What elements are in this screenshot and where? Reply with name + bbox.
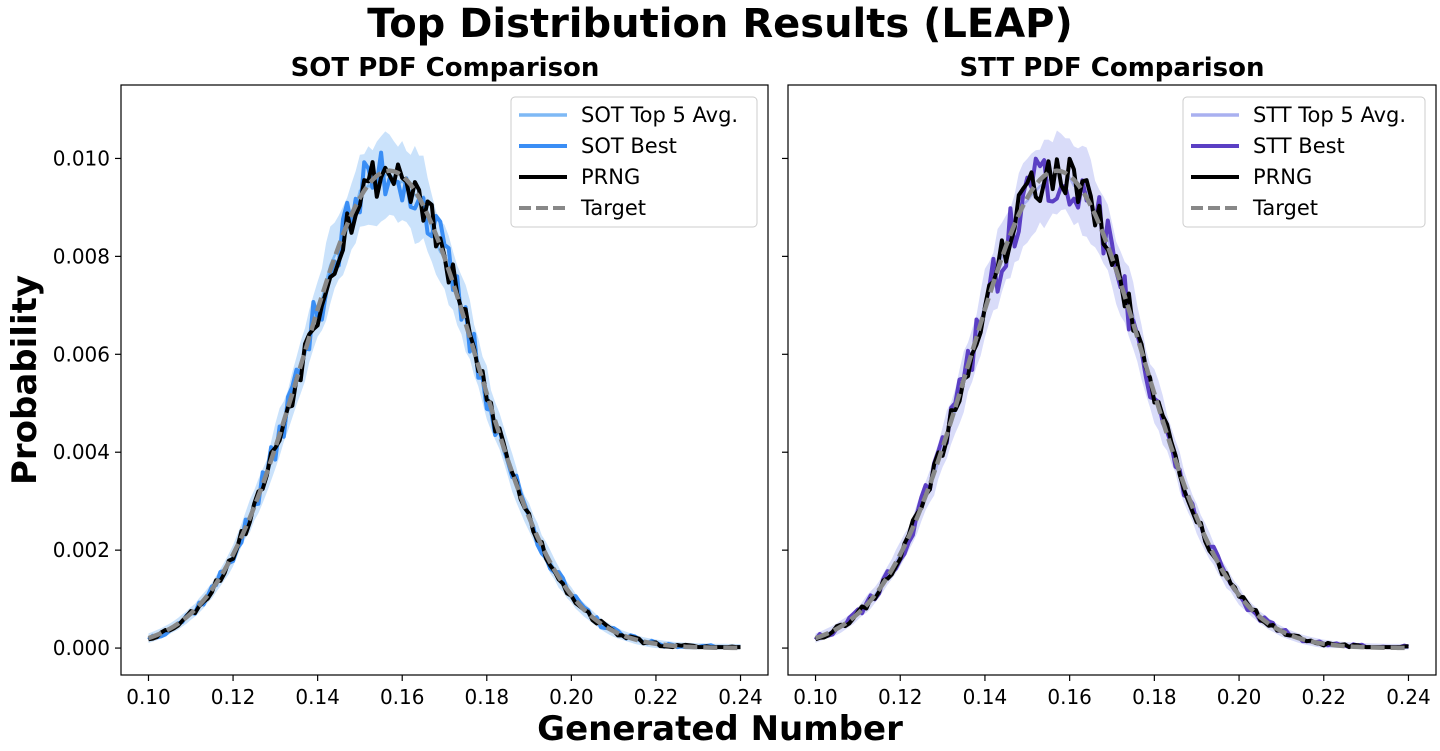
stt-legend-label: STT Top 5 Avg. (1253, 103, 1406, 127)
stt-x-tick-label: 0.12 (878, 685, 923, 709)
sot-y-tick-label: 0.000 (53, 636, 110, 660)
sot-x-tick-label: 0.14 (295, 685, 340, 709)
stt-panel: STT PDF Comparison 0.10 0.12 0.14 0.16 0.18 0… (782, 53, 1437, 709)
figure-title: Top Distribution Results (LEAP) (367, 1, 1073, 47)
stt-x-tick-label: 0.18 (1132, 685, 1177, 709)
sot-panel: SOT PDF Comparison 0.10 0.12 0.14 0.16 0.18 0… (53, 53, 769, 709)
stt-series-group (813, 130, 1409, 651)
sot-y-tick-label: 0.002 (53, 538, 110, 562)
y-axis-label: Probability (5, 275, 45, 485)
x-axis-label: Generated Number (537, 709, 903, 749)
stt-legend-label: Target (1252, 196, 1318, 220)
stt-x-tick-label: 0.22 (1301, 685, 1346, 709)
stt-x-tick-label: 0.14 (963, 685, 1008, 709)
stt-x-tick-label: 0.10 (793, 685, 838, 709)
stt-x-tick-label: 0.24 (1386, 685, 1431, 709)
sot-x-tick-label: 0.20 (549, 685, 594, 709)
stt-prng-line (814, 156, 1409, 650)
sot-axes-frame (120, 84, 769, 676)
sot-x-tick-label: 0.16 (380, 685, 425, 709)
stt-plot-area: 0.10 0.12 0.14 0.16 0.18 0.20 0.22 0.24 STT Top … (782, 84, 1437, 709)
sot-legend-label: PRNG (581, 165, 640, 189)
sot-legend-label: SOT Top 5 Avg. (581, 103, 738, 127)
stt-legend: STT Top 5 Avg. STT Best PRNG Target (1182, 96, 1426, 228)
sot-x-tick-label: 0.12 (211, 685, 256, 709)
sot-y-tick-label: 0.010 (53, 146, 110, 170)
stt-axes-frame (787, 84, 1437, 676)
sot-y-tick-label: 0.008 (53, 244, 110, 268)
sot-target-line (147, 168, 741, 651)
sot-y-tick-label: 0.006 (53, 342, 110, 366)
sot-x-tick-label: 0.24 (718, 685, 763, 709)
stt-panel-title: STT PDF Comparison (959, 53, 1264, 83)
sot-x-tick-label: 0.10 (126, 685, 171, 709)
sot-x-tick-label: 0.22 (634, 685, 679, 709)
sot-series-group (147, 131, 741, 651)
sot-legend: SOT Top 5 Avg. SOT Best PRNG Target (510, 96, 758, 228)
stt-x-tick-label: 0.20 (1217, 685, 1262, 709)
sot-legend-label: Target (580, 196, 646, 220)
sot-panel-title: SOT PDF Comparison (291, 53, 600, 83)
sot-y-tick-label: 0.004 (53, 440, 110, 464)
sot-x-tick-label: 0.18 (465, 685, 510, 709)
stt-x-tick-label: 0.16 (1047, 685, 1092, 709)
stt-legend-label: STT Best (1253, 134, 1345, 158)
sot-legend-box (510, 96, 758, 228)
stt-target-line (814, 168, 1409, 651)
stt-legend-box (1182, 96, 1426, 228)
sot-legend-label: SOT Best (581, 134, 677, 158)
stt-legend-label: PRNG (1253, 165, 1312, 189)
sot-plot-area: 0.10 0.12 0.14 0.16 0.18 0.20 0.22 0.24 0.000 0.0… (53, 84, 769, 709)
